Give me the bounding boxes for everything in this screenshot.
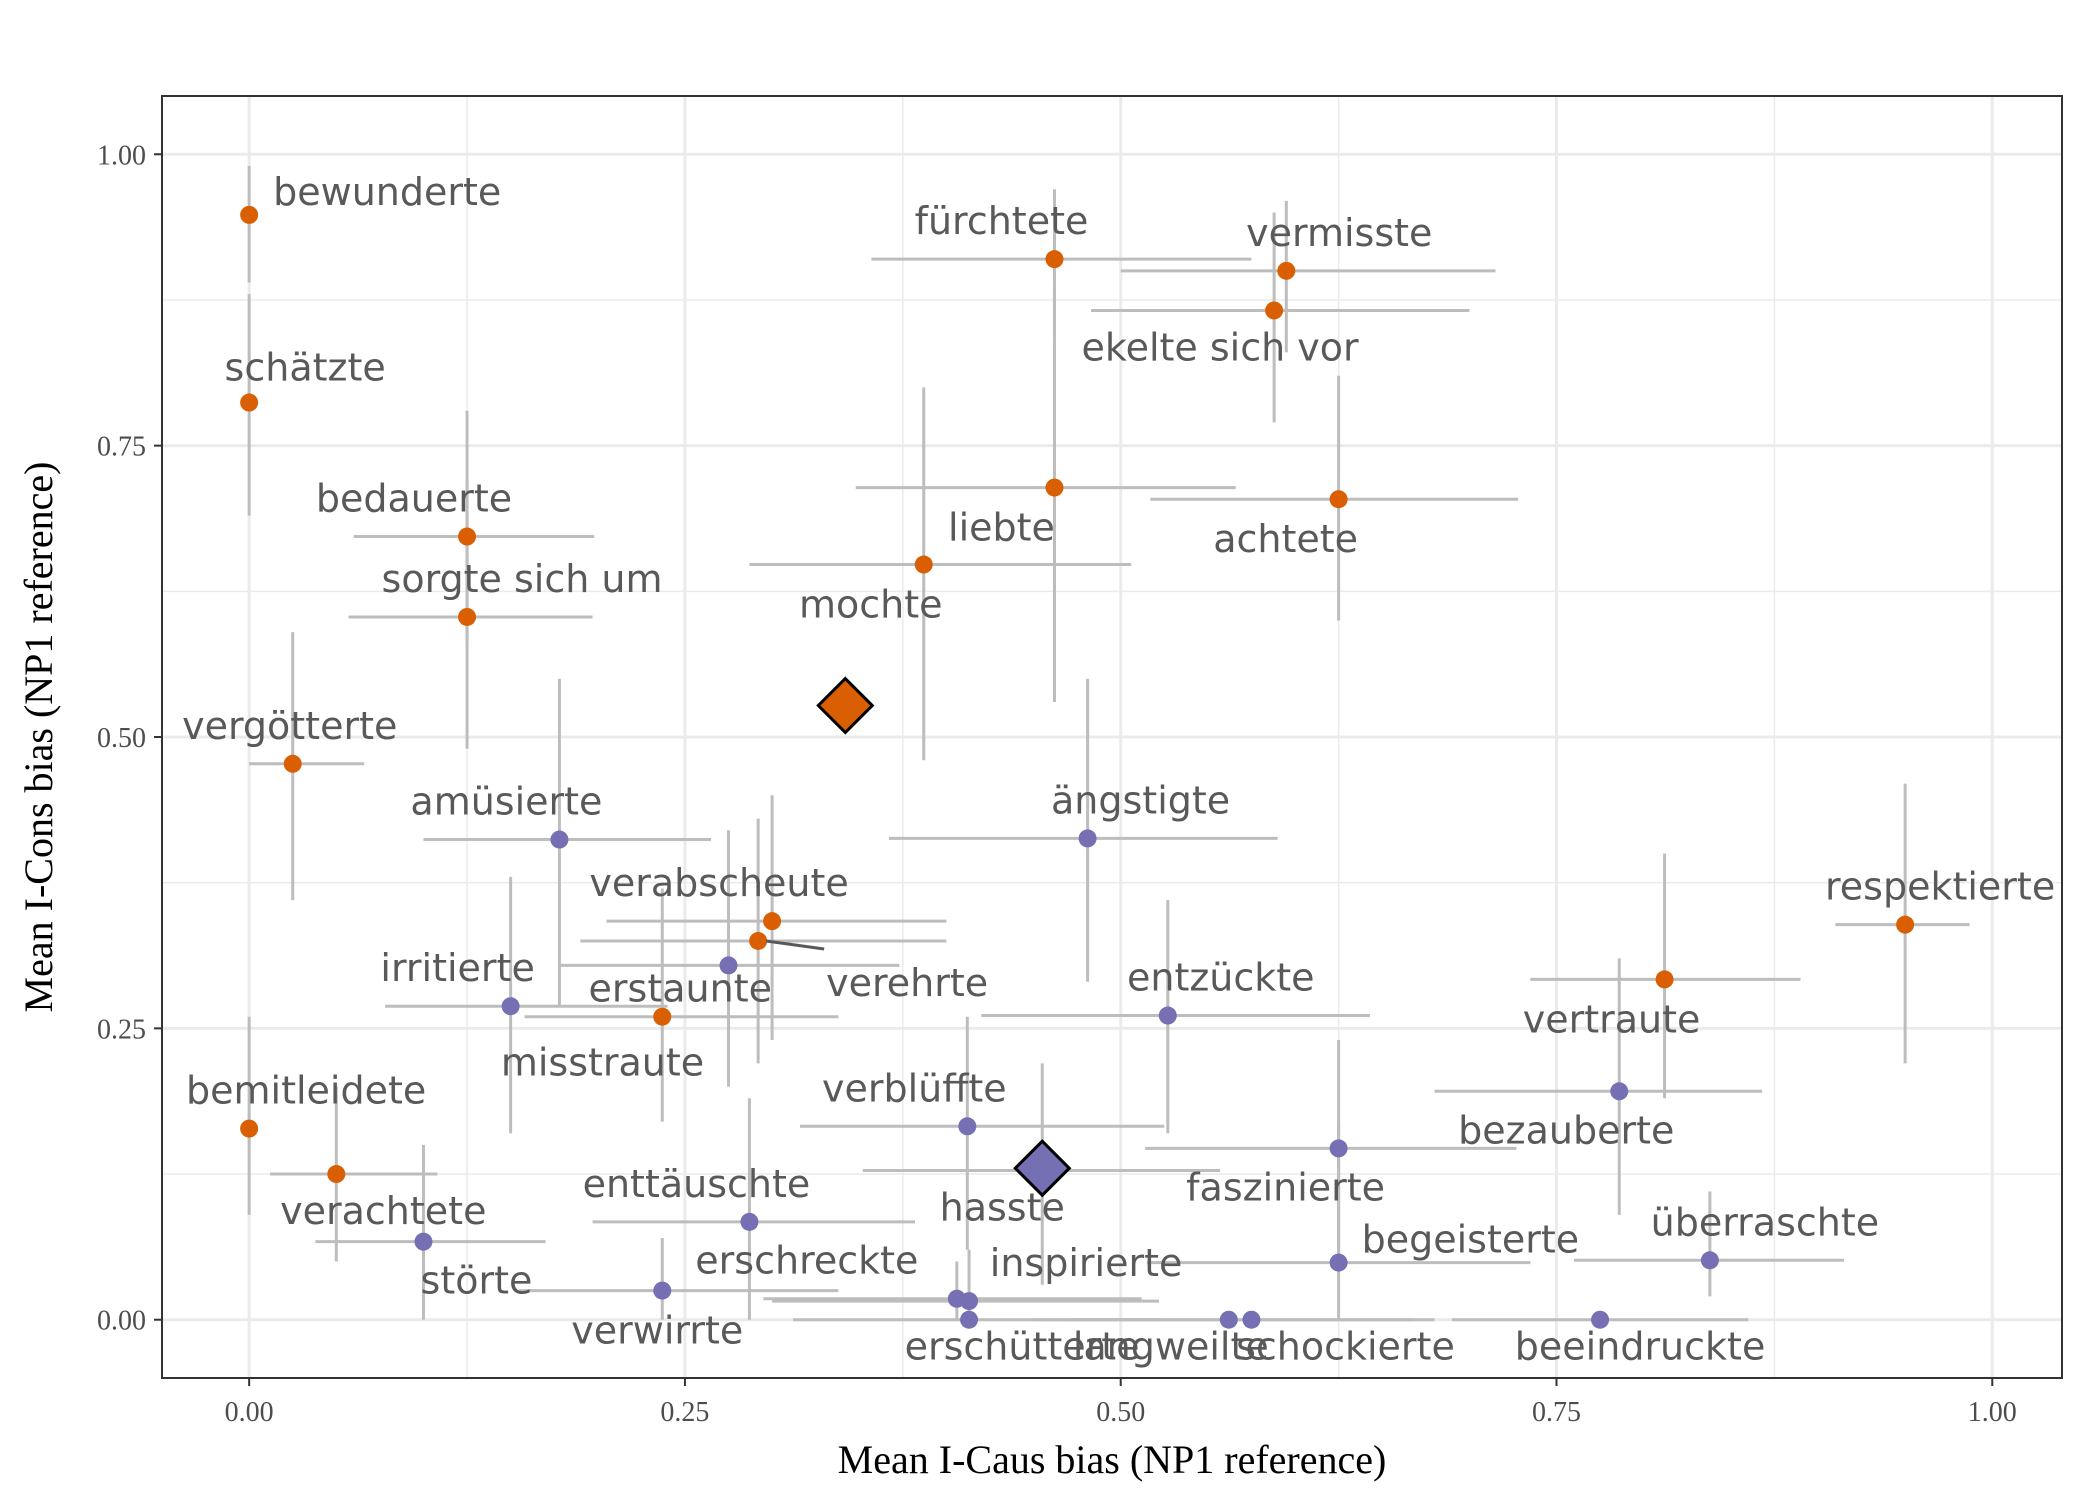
data-point <box>458 607 477 626</box>
data-point <box>1700 1251 1719 1270</box>
data-point <box>1277 261 1296 280</box>
x-axis-title: Mean I-Caus bias (NP1 reference) <box>838 1437 1387 1482</box>
data-point <box>1045 478 1064 497</box>
point-label: verblüffte <box>822 1066 1007 1110</box>
data-point <box>960 1310 979 1329</box>
point-label: inspirierte <box>990 1241 1183 1285</box>
y-tick-label: 1.00 <box>97 140 146 171</box>
data-point <box>1078 829 1097 848</box>
point-label: hasste <box>940 1186 1065 1230</box>
point-label: amüsierte <box>410 780 602 824</box>
y-tick-label: 0.00 <box>97 1306 146 1337</box>
data-point <box>458 527 477 546</box>
data-point <box>240 205 259 224</box>
data-point <box>740 1212 759 1231</box>
point-labels: bewunderte schätzte bedauerte sorgte sich u… <box>182 170 2055 1369</box>
label-leader-line <box>765 939 825 951</box>
point-label: bezauberte <box>1458 1108 1674 1152</box>
data-point <box>1655 970 1674 989</box>
data-point <box>1242 1310 1261 1329</box>
data-point <box>240 1119 259 1138</box>
point-label: ängstigte <box>1051 778 1230 822</box>
x-tick-label: 0.25 <box>660 1397 709 1428</box>
data-point <box>414 1232 433 1251</box>
data-point <box>501 997 520 1016</box>
point-label: entzückte <box>1127 956 1315 1000</box>
point-label: mochte <box>799 583 943 627</box>
point-label: irritierte <box>380 946 534 990</box>
data-point <box>1329 1139 1348 1158</box>
point-label: verachtete <box>280 1189 486 1233</box>
data-point <box>719 956 738 975</box>
point-label: faszinierte <box>1186 1165 1385 1209</box>
data-point <box>763 912 782 931</box>
data-point <box>1896 915 1915 934</box>
data-point <box>1610 1082 1629 1101</box>
point-label: ekelte sich vor <box>1082 325 1359 369</box>
data-point <box>914 555 933 574</box>
data-point <box>283 754 302 773</box>
point-label: bemitleidete <box>186 1069 426 1113</box>
data-point <box>1045 250 1064 269</box>
point-label: achtete <box>1213 517 1358 561</box>
point-label: verabscheute <box>589 861 848 905</box>
data-point <box>960 1292 979 1311</box>
data-point <box>749 931 768 950</box>
point-label: verehrte <box>826 961 988 1005</box>
point-label: enttäuschte <box>583 1162 811 1206</box>
data-point <box>1591 1310 1610 1329</box>
point-label: schätzte <box>225 346 386 390</box>
y-tick-label: 0.75 <box>97 432 146 463</box>
x-tick-label: 0.50 <box>1096 1397 1145 1428</box>
point-label: überraschte <box>1651 1200 1880 1244</box>
data-point <box>240 393 259 412</box>
point-label: misstraute <box>501 1040 704 1084</box>
group-mean-diamond <box>816 676 875 735</box>
point-label: bedauerte <box>316 477 512 521</box>
data-point <box>1265 301 1284 320</box>
point-label: erstaunte <box>589 967 772 1011</box>
group-mean-diamond <box>1013 1139 1072 1198</box>
y-tick-label: 0.25 <box>97 1014 146 1045</box>
data-point <box>653 1281 672 1300</box>
data-points <box>240 205 1915 1329</box>
point-label: vermisste <box>1246 211 1432 255</box>
data-point <box>1158 1006 1177 1025</box>
point-label: verwirrte <box>571 1309 743 1353</box>
point-label: liebte <box>948 506 1055 550</box>
x-tick-label: 0.00 <box>225 1397 274 1428</box>
data-point <box>550 830 569 849</box>
point-label: schockierte <box>1236 1325 1455 1369</box>
point-label: sorgte sich um <box>382 557 663 601</box>
point-label: vertraute <box>1523 997 1701 1041</box>
point-label: beeindruckte <box>1515 1325 1766 1369</box>
point-label: erschreckte <box>695 1239 918 1283</box>
data-point <box>1329 1253 1348 1272</box>
y-axis-title: Mean I-Cons bias (NP1 reference) <box>16 462 61 1013</box>
point-label: begeisterte <box>1362 1218 1580 1262</box>
point-label: erschütterte <box>905 1325 1140 1369</box>
x-axis-ticks: 0.00 0.25 0.50 0.75 1.00 <box>225 1378 2017 1428</box>
y-tick-label: 0.50 <box>97 723 146 754</box>
group-means <box>816 676 1072 1198</box>
y-axis-ticks: 0.00 0.25 0.50 0.75 1.00 <box>97 140 162 1337</box>
x-tick-label: 0.75 <box>1532 1397 1581 1428</box>
point-label: bewunderte <box>273 170 501 214</box>
data-point <box>1219 1310 1238 1329</box>
point-label: respektierte <box>1825 865 2055 909</box>
data-point <box>327 1165 346 1184</box>
point-label: langweilte <box>1073 1325 1269 1369</box>
point-label: vergötterte <box>182 704 397 748</box>
data-point <box>653 1007 672 1026</box>
data-point <box>958 1117 977 1136</box>
point-label: fürchtete <box>915 199 1089 243</box>
x-tick-label: 1.00 <box>1968 1397 2017 1428</box>
data-point <box>1329 490 1348 509</box>
point-label: störte <box>421 1259 533 1303</box>
